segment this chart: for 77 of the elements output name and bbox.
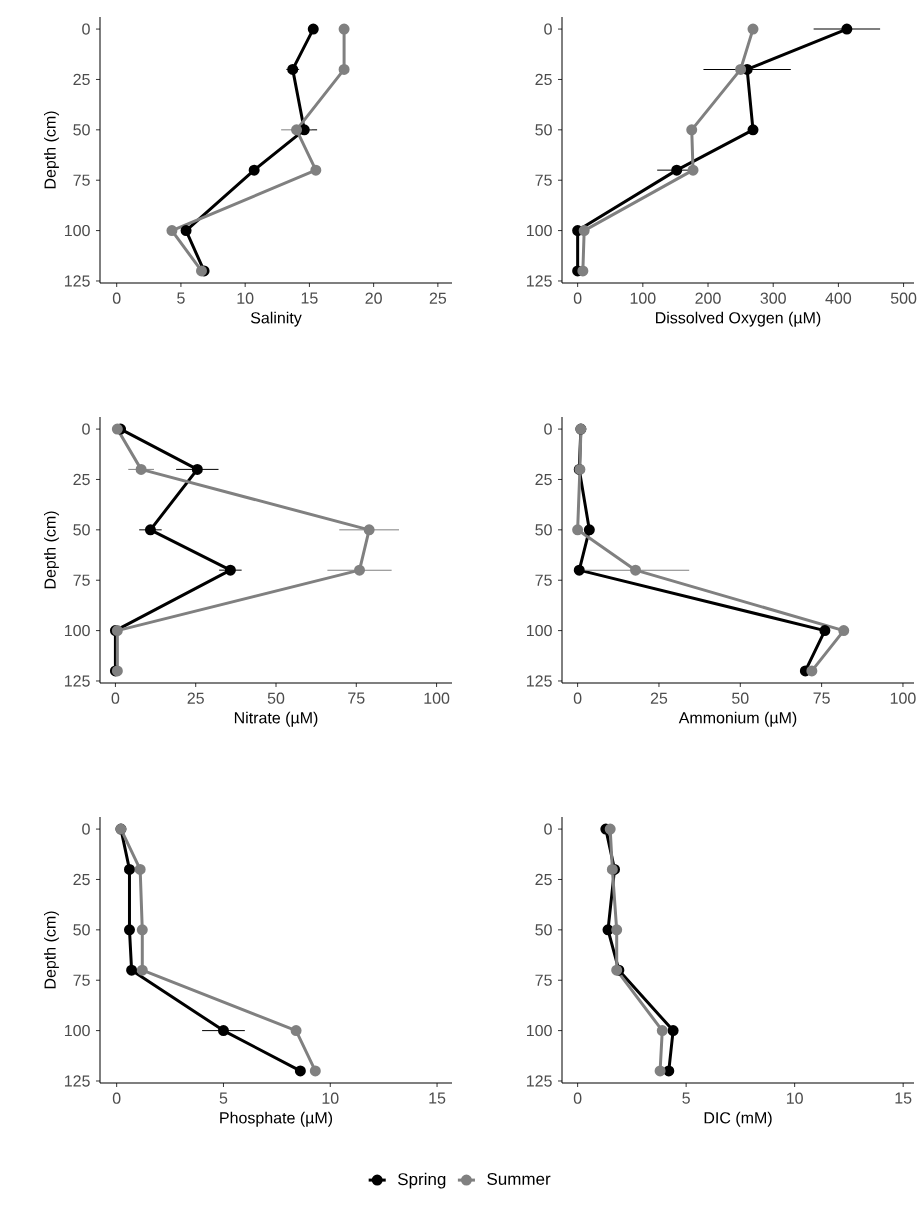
x-tick-label: 15: [429, 1092, 446, 1104]
x-axis-title: Nitrate (µM): [234, 711, 318, 727]
x-tick-label: 10: [237, 292, 254, 304]
y-tick-label: 75: [73, 574, 90, 586]
x-tick-label: 75: [813, 692, 830, 704]
x-tick-label: 100: [890, 692, 916, 704]
y-tick-label: 75: [535, 574, 552, 586]
y-tick-label: 100: [527, 1024, 552, 1037]
x-tick-label: 50: [732, 692, 749, 704]
y-tick-label: 0: [544, 23, 552, 35]
legend-label: Summer: [487, 1172, 551, 1185]
y-tick-label: 100: [65, 1024, 90, 1037]
x-axis-title: Dissolved Oxygen (µM): [656, 311, 821, 327]
x-tick-label: 0: [112, 292, 121, 304]
x-axis-title: DIC (mM): [704, 1111, 772, 1127]
x-axis-title: Salinity: [250, 311, 302, 327]
x-tick-label: 25: [187, 692, 204, 704]
y-tick-label: 50: [73, 924, 90, 936]
y-tick-label: 0: [82, 823, 90, 835]
y-tick-label: 25: [73, 73, 90, 86]
x-axis-title: Ammonium (µM): [678, 711, 797, 727]
x-tick-label: 15: [301, 292, 318, 304]
x-tick-label: 25: [429, 292, 447, 304]
y-tick-label: 25: [73, 473, 90, 486]
x-tick-label: 0: [573, 292, 582, 304]
x-tick-label: 0: [573, 692, 582, 704]
y-tick-label: 50: [73, 124, 90, 136]
x-tick-label: 15: [895, 1092, 912, 1104]
x-tick-label: 50: [267, 692, 285, 704]
y-tick-label: 125: [65, 1075, 90, 1087]
x-tick-label: 5: [177, 292, 185, 304]
x-tick-label: 100: [424, 692, 450, 704]
y-axis-title: Depth (cm): [44, 911, 59, 989]
x-tick-label: 300: [760, 292, 786, 304]
y-tick-label: 75: [73, 174, 90, 186]
y-tick-label: 50: [73, 524, 90, 536]
x-tick-label: 100: [630, 292, 656, 304]
x-tick-label: 0: [112, 1092, 121, 1104]
y-tick-label: 125: [527, 675, 552, 687]
x-tick-label: 500: [890, 292, 917, 304]
y-axis-title: Depth (cm): [44, 511, 59, 589]
x-tick-label: 0: [573, 1092, 582, 1104]
x-tick-label: 10: [322, 1092, 339, 1104]
y-tick-label: 75: [73, 974, 90, 986]
x-tick-label: 200: [695, 292, 721, 304]
y-tick-label: 50: [535, 524, 552, 536]
x-tick-label: 5: [682, 1092, 690, 1104]
y-tick-label: 50: [535, 124, 552, 136]
y-tick-label: 75: [535, 974, 552, 986]
x-axis-title: Phosphate (µM): [220, 1111, 333, 1127]
x-tick-label: 400: [825, 292, 852, 304]
y-tick-label: 0: [544, 823, 552, 835]
x-tick-label: 75: [348, 692, 365, 704]
y-tick-label: 75: [535, 174, 552, 186]
y-tick-label: 125: [527, 275, 552, 287]
x-tick-label: 10: [786, 1092, 803, 1104]
y-tick-label: 0: [544, 423, 552, 435]
legend-label: Spring: [398, 1172, 446, 1189]
y-tick-label: 50: [535, 924, 552, 936]
x-tick-label: 5: [219, 1092, 228, 1104]
x-tick-label: 25: [650, 692, 668, 704]
y-tick-label: 100: [65, 624, 90, 637]
y-tick-label: 0: [82, 423, 90, 435]
x-tick-label: 20: [365, 292, 382, 304]
y-axis-title: Depth (cm): [44, 111, 59, 189]
y-tick-label: 100: [527, 224, 552, 237]
y-tick-label: 100: [527, 624, 552, 637]
y-tick-label: 0: [82, 23, 90, 35]
y-tick-label: 125: [527, 1075, 552, 1087]
y-tick-label: 25: [535, 873, 552, 886]
y-tick-label: 25: [73, 873, 90, 886]
y-tick-label: 125: [64, 275, 90, 287]
x-tick-label: 0: [111, 692, 120, 704]
y-tick-label: 25: [535, 473, 552, 486]
y-tick-label: 125: [65, 675, 90, 687]
y-tick-label: 100: [64, 224, 90, 237]
y-tick-label: 25: [535, 73, 552, 86]
